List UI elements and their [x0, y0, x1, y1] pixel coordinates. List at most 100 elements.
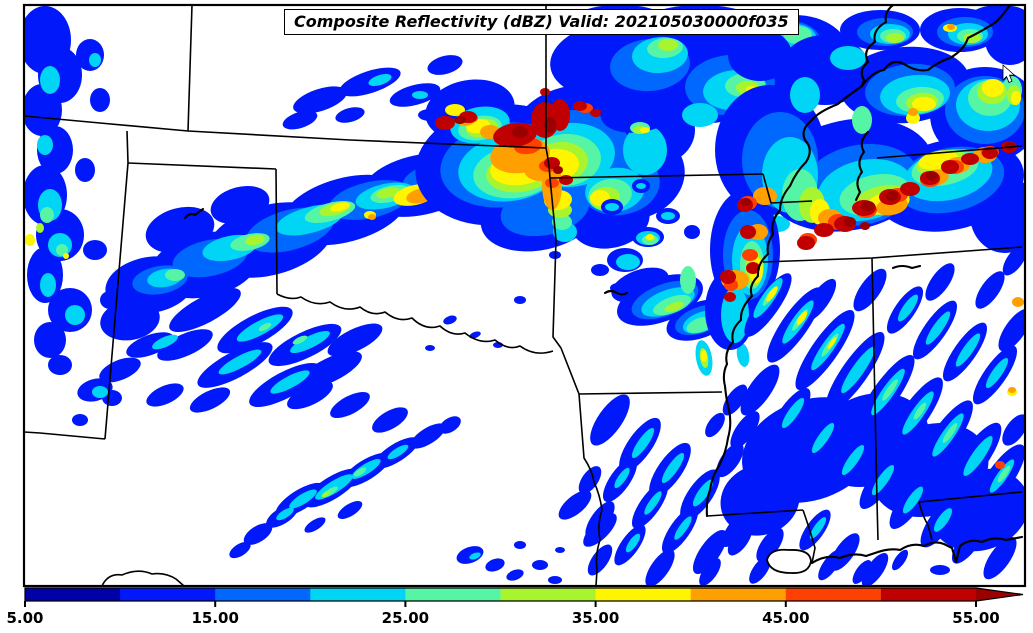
echo-blob: [90, 88, 110, 112]
echo-blob: [841, 346, 875, 394]
gulf-coastline-river: [810, 535, 1024, 565]
echo-blob: [769, 489, 801, 531]
echo-blob: [886, 191, 898, 201]
rivers-layer: [183, 5, 1024, 565]
echo-blob: [512, 126, 528, 138]
echo-blob: [809, 517, 827, 539]
echo-blob: [933, 508, 953, 532]
echo-blob: [40, 273, 56, 297]
echo-blob: [1002, 414, 1025, 446]
echo-blob: [327, 323, 383, 357]
lake-pontchartrain: [766, 548, 812, 574]
echo-blob: [335, 107, 365, 123]
echo-blob: [913, 402, 927, 420]
echo-blob: [796, 311, 808, 325]
echo-blob: [189, 387, 231, 413]
echo-blob: [76, 39, 104, 71]
echo-blob: [56, 244, 68, 256]
echo-blob: [469, 552, 481, 560]
echo-blob: [616, 254, 640, 270]
colorbar-segment: [785, 588, 882, 601]
echo-blob: [555, 547, 565, 553]
echo-blob: [781, 397, 805, 429]
echo-blob: [425, 345, 435, 351]
echo-blob: [727, 524, 753, 556]
echo-blob: [830, 46, 866, 70]
echo-blob: [590, 394, 630, 446]
echo-blob: [692, 479, 714, 507]
echo-blob: [728, 29, 792, 81]
echo-blob: [25, 234, 35, 246]
colorbar-segment: [25, 588, 121, 601]
border-red-river: [276, 293, 554, 354]
colorbar-tick-label: 45.00: [762, 609, 809, 627]
echo-blob: [985, 15, 1025, 65]
echo-blob: [925, 263, 955, 301]
echo-blob: [947, 24, 955, 30]
echo-blob: [841, 444, 865, 476]
echo-blob: [435, 116, 455, 130]
echo-blob: [645, 549, 675, 586]
colorbar-segment: [215, 588, 311, 601]
echo-blob: [145, 206, 215, 254]
arkansas-river-river: [603, 289, 629, 296]
colorbar-segment: [405, 588, 501, 601]
echo-blob: [721, 512, 749, 548]
echo-blob: [852, 106, 872, 134]
echo-blob: [36, 223, 44, 233]
echo-blob: [797, 236, 815, 250]
echo-blob: [1012, 297, 1024, 307]
echo-blob: [897, 294, 919, 322]
colorbar: 5.00 15.00 25.00 35.00 45.00 55.00: [6, 587, 1024, 627]
echo-blob: [860, 222, 870, 230]
echo-blob: [631, 427, 655, 459]
colorbar-segment: [690, 588, 787, 601]
echo-blob: [658, 39, 678, 51]
tennessee-river-al-river: [891, 264, 922, 270]
title-box: Composite Reflectivity (dBZ) Valid: 2021…: [284, 9, 799, 35]
echo-blob: [427, 55, 463, 75]
lakes-layer: [766, 548, 812, 574]
echo-blob: [40, 66, 60, 94]
border-37n-co-ks-south: [24, 115, 547, 149]
echo-blob: [930, 565, 950, 575]
border-perdido-river: [918, 501, 933, 541]
echo-blob: [951, 516, 989, 564]
state-borders-layer: [24, 5, 1023, 586]
echo-blob: [410, 423, 446, 449]
echo-blob: [34, 322, 66, 358]
echo-blob: [545, 178, 559, 188]
echo-blob: [544, 117, 556, 133]
echo-blob: [573, 101, 587, 111]
border-oklahoma-arkansas: [549, 177, 562, 349]
echo-blob: [24, 84, 62, 136]
echo-blob: [720, 270, 736, 284]
canadian-river-river: [183, 207, 205, 220]
echo-blob: [152, 334, 178, 350]
border-tx-nm-32n: [24, 431, 106, 440]
colorbar-tick-label: 15.00: [191, 609, 238, 627]
echo-blob: [282, 110, 318, 130]
colorbar-tick-label: 35.00: [572, 609, 619, 627]
echo-blob: [376, 187, 400, 199]
echo-blob: [75, 158, 95, 182]
echo-blob: [730, 411, 760, 449]
echo-blob: [661, 452, 685, 484]
echo-blob: [372, 407, 408, 433]
echo-blob: [548, 576, 562, 584]
border-tennessee-south: [762, 246, 1023, 263]
echo-blob: [368, 73, 392, 87]
border-kentucky-tennessee: [876, 145, 1023, 159]
colorbar-tick-label: 25.00: [382, 609, 429, 627]
echo-blob: [900, 182, 920, 196]
echo-blob: [439, 416, 461, 434]
mississippi-river-lower-river: [705, 84, 864, 518]
mouse-cursor-icon[interactable]: [1002, 64, 1016, 84]
echo-blob: [941, 160, 959, 174]
echo-blob: [353, 467, 367, 477]
cursor-arrow[interactable]: [1002, 64, 1016, 84]
echo-blob: [48, 355, 72, 375]
echo-blob: [605, 203, 619, 211]
echo-blob: [583, 513, 617, 547]
echo-blob: [955, 333, 981, 367]
